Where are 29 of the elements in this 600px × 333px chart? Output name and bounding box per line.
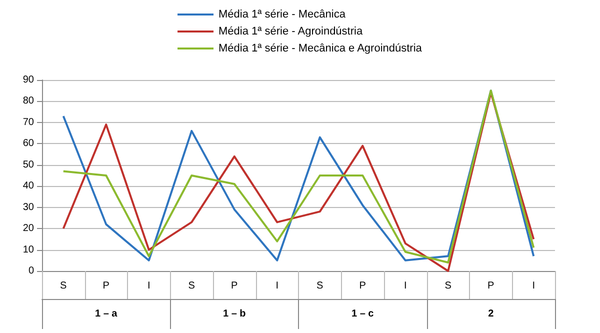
x-tick-label: P (102, 280, 110, 292)
y-tick-label: 80 (22, 96, 34, 107)
legend-label: Média 1ª série - Mecânica e Agroindústria (218, 42, 423, 54)
x-tick-label: S (316, 280, 324, 292)
x-tick-label: P (488, 280, 495, 292)
y-tick-label: 40 (22, 180, 34, 192)
y-tick-label: 10 (22, 244, 34, 256)
legend-label: Média 1ª série - Mecânica (218, 8, 346, 20)
x-tick-label: I (532, 280, 536, 292)
y-tick-label: 30 (22, 202, 34, 213)
x-tick-label: S (60, 280, 68, 292)
y-tick-label: 50 (22, 159, 34, 170)
y-tick-label: 20 (22, 223, 34, 234)
y-tick-label: 0 (28, 266, 34, 276)
text: 1 – b (222, 308, 246, 320)
x-tick-label: I (404, 280, 407, 292)
x-tick-label: I (276, 280, 279, 292)
x-tick-label: S (444, 280, 452, 292)
text: 1 – a (95, 308, 118, 320)
x-tick-label: I (147, 280, 150, 292)
text: 1 – c (352, 308, 374, 320)
x-tick-label: S (188, 280, 196, 292)
y-tick-label: 60 (22, 138, 34, 150)
y-tick-label: 70 (22, 116, 34, 128)
y-tick-label: 90 (22, 74, 34, 86)
legend-label: Média 1ª série - Agroindústria (218, 26, 364, 38)
x-tick-label: P (231, 280, 238, 292)
x-tick-label: P (359, 280, 366, 292)
text: 2 (488, 308, 494, 320)
